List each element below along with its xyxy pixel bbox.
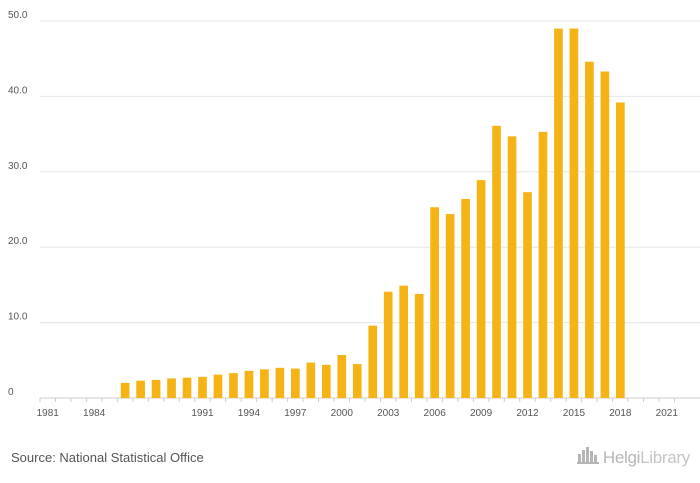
chart-footer: Source: National Statistical Office Helg… <box>0 440 700 483</box>
bar-1998 <box>306 362 316 398</box>
x-tick-label: 1984 <box>83 408 106 419</box>
bar-1988 <box>151 379 161 398</box>
bar-2003 <box>383 291 393 398</box>
bar-1987 <box>136 380 145 398</box>
bar-2008 <box>461 198 470 398</box>
bar-2000 <box>337 355 347 398</box>
x-tick-label: 2012 <box>516 408 539 419</box>
x-tick-label: 1981 <box>37 408 60 419</box>
bar-2016 <box>585 61 594 398</box>
y-tick-label: 10.0 <box>8 312 28 323</box>
x-tick-label: 1991 <box>191 408 214 419</box>
bar-2005 <box>414 293 424 398</box>
helgi-library-logo[interactable]: HelgiLibrary <box>576 446 690 469</box>
y-tick-label: 40.0 <box>8 85 28 96</box>
bar-1990 <box>182 377 192 398</box>
bar-2007 <box>445 214 455 398</box>
x-tick-label: 2015 <box>563 408 586 419</box>
bar-2011 <box>507 136 517 398</box>
x-tick-label: 2000 <box>331 408 354 419</box>
logo-wordmark: HelgiLibrary <box>603 448 690 468</box>
bar-1996 <box>275 367 285 398</box>
logo-text-helgi: Helgi <box>602 447 641 467</box>
bar-2009 <box>476 180 486 398</box>
bar-2006 <box>430 207 439 398</box>
bar-1995 <box>260 369 269 398</box>
bar-2012 <box>523 192 532 398</box>
bar-2004 <box>399 285 409 398</box>
bar-2018 <box>616 102 625 398</box>
bar-1994 <box>244 370 254 398</box>
source-note: Source: National Statistical Office <box>11 450 204 465</box>
chart-area: 0 10.0 20.0 30.0 40.0 50.0 1981 1984 1991 1994 199… <box>8 10 700 419</box>
bar-1999 <box>321 364 331 398</box>
y-tick-label: 50.0 <box>8 10 28 21</box>
y-tick-label: 20.0 <box>8 236 28 247</box>
x-tick-label: 1997 <box>284 408 307 419</box>
bar-1997 <box>291 368 300 398</box>
bar-1989 <box>167 378 176 398</box>
bar-2017 <box>600 71 610 398</box>
x-tick-label: 2018 <box>609 408 632 419</box>
x-tick-label: 1994 <box>238 408 261 419</box>
x-tick-label: 2009 <box>470 408 493 419</box>
bar-1986 <box>120 382 130 398</box>
bar-2001 <box>352 364 362 398</box>
x-tick-label: 2006 <box>424 408 447 419</box>
bar-2014 <box>554 28 563 398</box>
y-tick-label: 0 <box>8 387 14 398</box>
logo-text-library: Library <box>640 447 690 467</box>
city-skyline-icon <box>576 446 599 469</box>
x-tick-label: 2021 <box>656 408 679 419</box>
bar-1992 <box>213 374 223 398</box>
bar-1993 <box>229 373 238 398</box>
bar-2015 <box>569 28 579 398</box>
bar-2002 <box>368 325 378 398</box>
bar-chart: 0 10.0 20.0 30.0 40.0 50.0 1981 1984 1991 1994 199… <box>8 10 700 419</box>
bar-1991 <box>198 376 207 398</box>
y-tick-label: 30.0 <box>8 161 28 172</box>
bar-2013 <box>538 131 548 398</box>
x-tick-label: 2003 <box>377 408 400 419</box>
bar-2010 <box>492 125 501 398</box>
